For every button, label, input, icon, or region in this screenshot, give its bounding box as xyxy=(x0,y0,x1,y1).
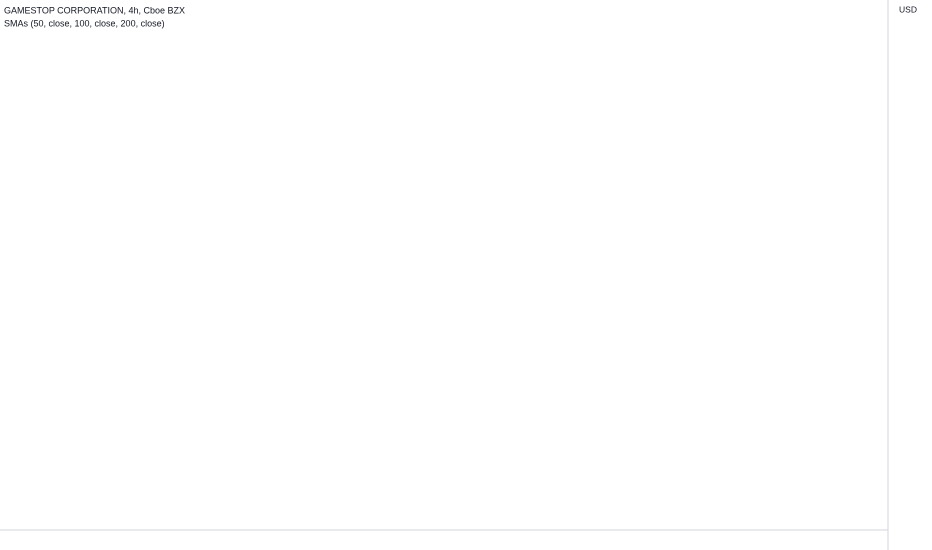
currency-label: USD xyxy=(899,4,917,14)
chart-title: GAMESTOP CORPORATION, 4h, Cboe BZX xyxy=(4,5,185,15)
indicator-legend: SMAs (50, close, 100, close, 200, close) xyxy=(4,18,165,28)
